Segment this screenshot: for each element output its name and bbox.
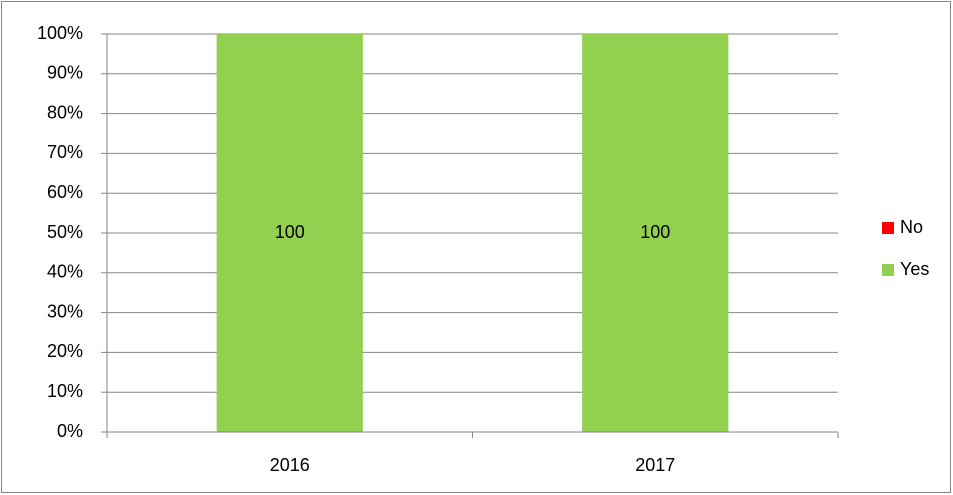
x-tick-label: 2016 bbox=[270, 455, 310, 475]
y-tick-label: 40% bbox=[47, 262, 83, 282]
y-tick-label: 100% bbox=[37, 23, 83, 43]
legend-label: Yes bbox=[900, 259, 929, 279]
y-tick-label: 80% bbox=[47, 102, 83, 122]
data-label: 100 bbox=[275, 222, 305, 242]
bar-segment bbox=[582, 34, 729, 432]
y-tick-label: 50% bbox=[47, 222, 83, 242]
y-tick-label: 90% bbox=[47, 63, 83, 83]
y-tick-label: 60% bbox=[47, 182, 83, 202]
bar-segment bbox=[216, 34, 363, 432]
y-tick-label: 0% bbox=[57, 421, 83, 441]
y-tick-label: 10% bbox=[47, 381, 83, 401]
legend-label: No bbox=[900, 217, 923, 237]
y-tick-label: 70% bbox=[47, 142, 83, 162]
x-tick-label: 2017 bbox=[635, 455, 675, 475]
legend-swatch bbox=[882, 222, 894, 234]
data-label: 100 bbox=[640, 222, 670, 242]
y-tick-label: 30% bbox=[47, 301, 83, 321]
y-tick-label: 20% bbox=[47, 341, 83, 361]
legend-swatch bbox=[882, 264, 894, 276]
